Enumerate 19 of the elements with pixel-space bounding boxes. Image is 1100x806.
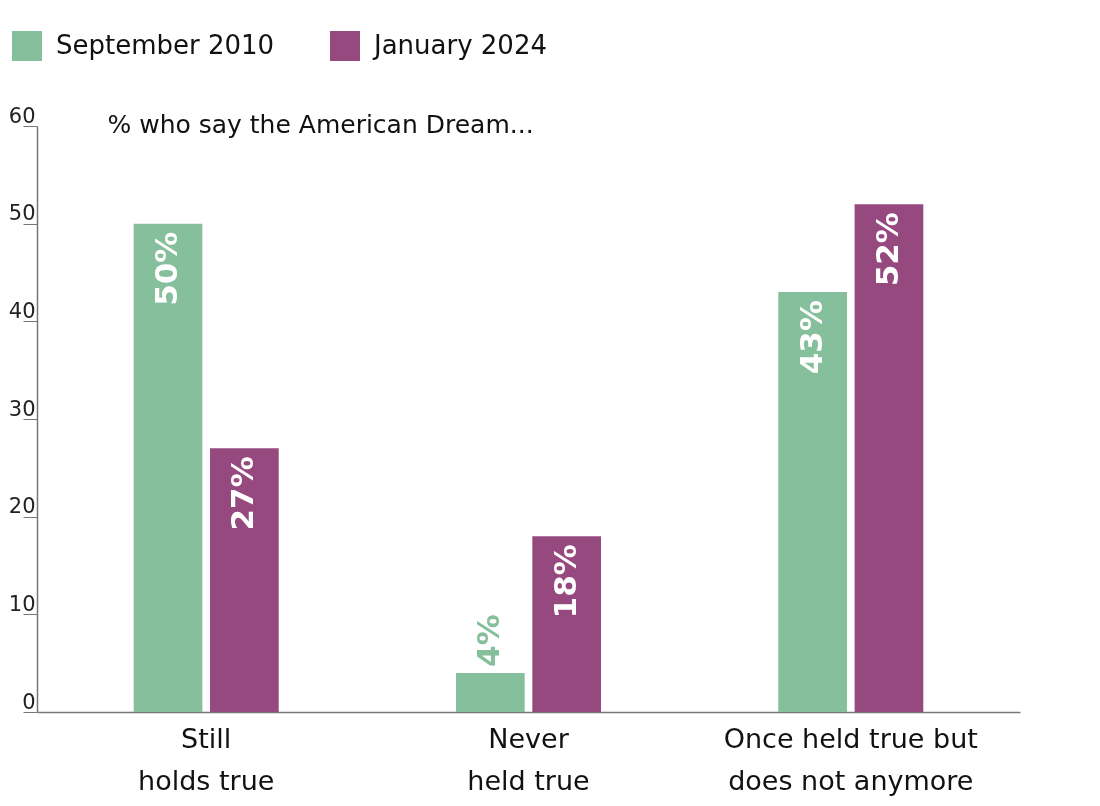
y-tick-label: 10 (8, 591, 36, 616)
legend-label: September 2010 (56, 30, 275, 60)
y-tick-label: 20 (8, 494, 36, 519)
x-tick-label: Once held true but does not anymore (723, 722, 978, 796)
x-tick-label: Still holds true (138, 722, 275, 796)
y-axis-title: % who say the American Dream... (107, 109, 534, 139)
x-tick-label: Never held true (467, 722, 590, 796)
data-label: 4% (470, 614, 507, 667)
data-label: 50% (148, 231, 185, 306)
y-tick-label: 40 (8, 298, 36, 323)
data-label: 18% (546, 544, 583, 619)
legend-label: January 2024 (372, 30, 547, 60)
data-label: 43% (792, 300, 829, 375)
data-label: 27% (224, 456, 261, 531)
y-tick-label: 0 (22, 689, 36, 714)
data-label: 52% (868, 212, 905, 287)
y-tick-label: 50 (8, 201, 36, 226)
y-tick-label: 60 (8, 103, 36, 128)
y-tick-label: 30 (8, 396, 36, 421)
